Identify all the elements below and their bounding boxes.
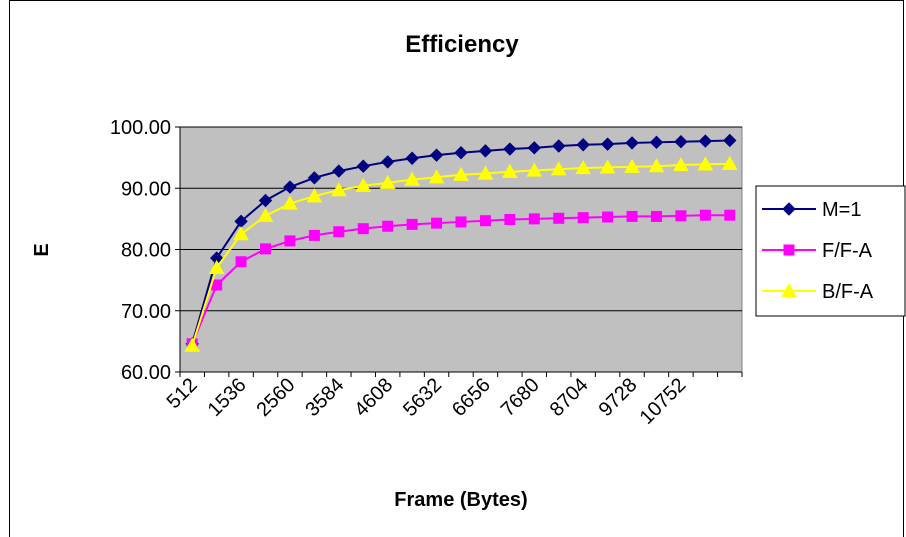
legend-label-f-f-a: F/F-A	[822, 240, 873, 262]
x-tick-label: 4608	[350, 374, 397, 421]
data-point-b-f-a	[697, 156, 714, 171]
data-point-b-f-a	[453, 166, 469, 181]
data-point-f-f-a	[284, 235, 296, 247]
x-tick-label: 7680	[497, 374, 544, 421]
data-point-f-f-a	[455, 216, 467, 228]
data-point-f-f-a	[406, 218, 418, 230]
data-point-f-f-a	[382, 220, 394, 232]
data-point-f-f-a	[333, 226, 345, 238]
data-point-m-1	[649, 135, 664, 150]
legend-label-m-1: M=1	[822, 199, 861, 221]
data-point-m-1	[258, 193, 273, 208]
data-point-b-f-a	[721, 155, 738, 170]
data-point-b-f-a	[355, 177, 372, 192]
data-point-b-f-a	[526, 162, 543, 177]
legend-box	[755, 185, 906, 317]
data-point-f-f-a	[553, 212, 565, 224]
data-point-b-f-a	[673, 156, 689, 172]
data-point-b-f-a	[550, 161, 567, 176]
data-point-m-1	[478, 144, 493, 158]
data-point-m-1	[527, 141, 542, 155]
data-point-m-1	[429, 148, 444, 162]
x-tick-label: 9728	[595, 374, 642, 421]
data-point-f-f-a	[699, 209, 711, 221]
y-axis-title: E	[31, 243, 53, 256]
data-point-m-1	[454, 146, 468, 160]
data-point-b-f-a	[502, 163, 518, 178]
x-tick-label: 8704	[546, 374, 593, 421]
data-point-f-f-a	[675, 210, 687, 222]
data-point-b-f-a	[330, 182, 347, 197]
data-point-m-1	[332, 164, 346, 178]
data-point-b-f-a	[282, 195, 298, 210]
series-b-f-a	[184, 155, 738, 352]
data-point-b-f-a	[575, 160, 592, 175]
data-point-b-f-a	[648, 158, 665, 173]
data-point-f-f-a	[504, 213, 516, 225]
data-point-f-f-a	[357, 223, 369, 235]
data-point-b-f-a	[624, 158, 640, 173]
data-point-f-f-a	[528, 213, 540, 225]
chart-title: Efficiency	[405, 31, 519, 58]
data-point-b-f-a	[257, 207, 274, 222]
y-tick-label: 100.00	[110, 117, 171, 139]
data-point-f-f-a	[479, 215, 491, 227]
data-point-m-1	[723, 133, 737, 148]
legend-marker-m-1	[782, 202, 796, 216]
data-point-f-f-a	[724, 209, 736, 221]
data-point-f-f-a	[577, 212, 589, 224]
data-point-f-f-a	[235, 256, 247, 268]
data-point-m-1	[356, 159, 370, 173]
data-point-m-1	[503, 142, 517, 156]
x-tick-label: 3584	[301, 374, 348, 421]
data-point-f-f-a	[650, 210, 662, 222]
data-point-f-f-a	[602, 211, 614, 223]
data-point-b-f-a	[404, 171, 420, 186]
data-point-b-f-a	[306, 188, 323, 203]
legend-label-b-f-a: B/F-A	[822, 281, 874, 303]
data-point-b-f-a	[599, 159, 616, 174]
x-axis-title: Frame (Bytes)	[394, 489, 527, 511]
x-tick-label: 5632	[399, 374, 446, 421]
y-tick-label: 90.00	[121, 178, 171, 200]
x-tick-label: 1536	[204, 374, 251, 421]
data-point-m-1	[674, 134, 688, 149]
data-point-m-1	[576, 138, 590, 152]
data-point-f-f-a	[431, 217, 443, 229]
data-point-f-f-a	[626, 210, 638, 222]
data-point-b-f-a	[379, 174, 396, 189]
legend-marker-b-f-a	[781, 282, 797, 298]
data-point-m-1	[600, 137, 615, 151]
data-point-m-1	[625, 136, 639, 150]
data-point-b-f-a	[208, 259, 225, 274]
data-point-m-1	[380, 155, 395, 169]
data-point-m-1	[698, 134, 713, 148]
legend: M=1 F/F-A B/F-A	[755, 185, 906, 317]
data-point-m-1	[405, 151, 419, 165]
data-point-b-f-a	[477, 165, 494, 180]
y-tick-label: 70.00	[121, 301, 171, 323]
legend-marker-f-f-a	[783, 244, 795, 256]
series-f-f-a	[186, 209, 736, 350]
data-point-f-f-a	[308, 229, 320, 241]
data-point-f-f-a	[260, 243, 272, 255]
data-point-m-1	[307, 171, 322, 185]
data-point-m-1	[283, 180, 297, 194]
data-point-b-f-a	[233, 226, 249, 241]
x-tick-label: 6656	[448, 374, 495, 421]
data-point-m-1	[552, 139, 566, 153]
x-tick-label: 10752	[636, 374, 691, 429]
y-tick-label: 60.00	[121, 362, 171, 384]
x-tick-label: 2560	[252, 374, 299, 421]
y-tick-label: 80.00	[121, 240, 171, 262]
data-point-b-f-a	[184, 337, 201, 352]
data-point-b-f-a	[428, 169, 445, 184]
